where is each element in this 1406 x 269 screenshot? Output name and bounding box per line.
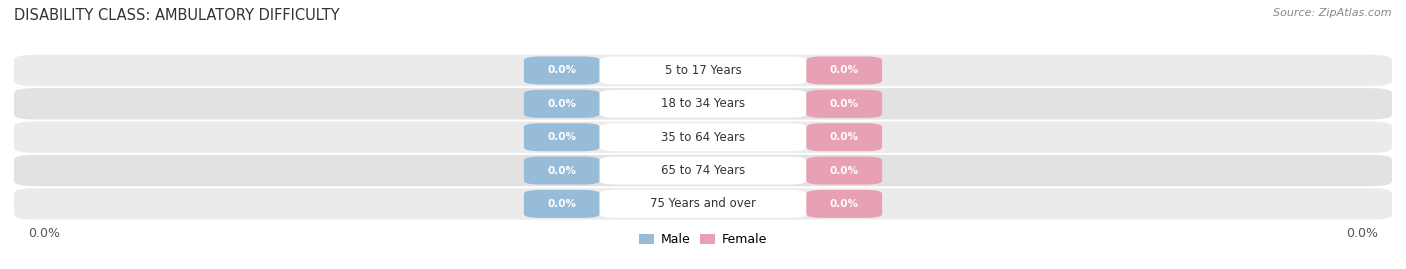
FancyBboxPatch shape [807,123,882,151]
FancyBboxPatch shape [599,123,807,151]
Text: Source: ZipAtlas.com: Source: ZipAtlas.com [1274,8,1392,18]
FancyBboxPatch shape [524,190,599,218]
FancyBboxPatch shape [599,56,807,84]
Text: 0.0%: 0.0% [547,132,576,142]
Text: DISABILITY CLASS: AMBULATORY DIFFICULTY: DISABILITY CLASS: AMBULATORY DIFFICULTY [14,8,340,23]
FancyBboxPatch shape [14,188,1392,220]
Text: 0.0%: 0.0% [28,227,60,240]
FancyBboxPatch shape [524,157,599,185]
Text: 18 to 34 Years: 18 to 34 Years [661,97,745,110]
FancyBboxPatch shape [807,190,882,218]
FancyBboxPatch shape [599,190,807,218]
FancyBboxPatch shape [807,157,882,185]
Text: 0.0%: 0.0% [830,165,859,176]
Legend: Male, Female: Male, Female [634,228,772,251]
FancyBboxPatch shape [807,90,882,118]
FancyBboxPatch shape [14,155,1392,186]
Text: 75 Years and over: 75 Years and over [650,197,756,210]
FancyBboxPatch shape [14,88,1392,119]
FancyBboxPatch shape [599,90,807,118]
Text: 0.0%: 0.0% [547,65,576,76]
FancyBboxPatch shape [524,90,599,118]
Text: 0.0%: 0.0% [830,99,859,109]
Text: 65 to 74 Years: 65 to 74 Years [661,164,745,177]
Text: 0.0%: 0.0% [830,65,859,76]
Text: 0.0%: 0.0% [547,99,576,109]
FancyBboxPatch shape [807,56,882,84]
FancyBboxPatch shape [14,122,1392,153]
Text: 5 to 17 Years: 5 to 17 Years [665,64,741,77]
Text: 35 to 64 Years: 35 to 64 Years [661,131,745,144]
FancyBboxPatch shape [524,56,599,84]
FancyBboxPatch shape [599,157,807,185]
FancyBboxPatch shape [14,55,1392,86]
Text: 0.0%: 0.0% [830,132,859,142]
Text: 0.0%: 0.0% [547,199,576,209]
Text: 0.0%: 0.0% [547,165,576,176]
FancyBboxPatch shape [524,123,599,151]
Text: 0.0%: 0.0% [1346,227,1378,240]
Text: 0.0%: 0.0% [830,199,859,209]
